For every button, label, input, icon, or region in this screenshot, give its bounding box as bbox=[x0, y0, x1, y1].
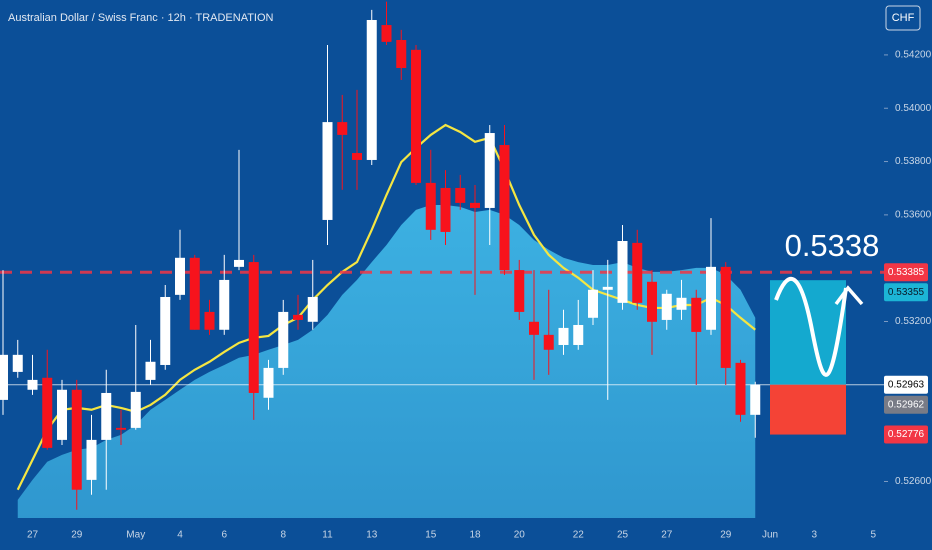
candle-body bbox=[455, 187, 466, 203]
candle-body bbox=[160, 296, 171, 365]
candle-body bbox=[248, 262, 259, 393]
candle-body bbox=[337, 122, 348, 135]
candle-body bbox=[234, 259, 244, 267]
candle-body bbox=[381, 25, 392, 42]
candle-body bbox=[116, 427, 126, 430]
y-tick-label: 0.53200 bbox=[895, 316, 932, 327]
candle-body bbox=[647, 281, 657, 322]
x-tick-label: 11 bbox=[322, 530, 333, 541]
candle-body bbox=[57, 389, 67, 440]
price-label-box bbox=[884, 283, 928, 302]
y-tick-label: 0.54000 bbox=[895, 103, 932, 114]
x-tick-label: 20 bbox=[514, 530, 526, 541]
x-tick-label: 8 bbox=[280, 530, 286, 541]
y-tick-label: 0.53600 bbox=[895, 210, 932, 221]
candle-body bbox=[352, 153, 362, 160]
x-tick-label: 3 bbox=[811, 530, 817, 541]
candle-body bbox=[293, 314, 303, 320]
candle-body bbox=[101, 392, 112, 440]
candle-body bbox=[12, 354, 23, 372]
candle-body bbox=[307, 296, 318, 322]
price-label: 0.52963 bbox=[888, 379, 925, 390]
candle-body bbox=[42, 377, 53, 448]
x-tick-label: 29 bbox=[720, 530, 732, 541]
candle-body bbox=[706, 266, 716, 330]
area bbox=[17, 205, 756, 518]
y-tick-label: 0.53800 bbox=[895, 156, 932, 167]
candle-body bbox=[735, 362, 746, 415]
target-zone bbox=[770, 280, 846, 385]
y-tick-label: 0.54200 bbox=[895, 50, 932, 61]
x-tick-label: 22 bbox=[573, 530, 585, 541]
x-tick-label: 29 bbox=[71, 530, 83, 541]
price-label-box bbox=[884, 425, 928, 444]
stop-zone bbox=[770, 384, 846, 435]
annotation: 0.5338 bbox=[785, 228, 880, 263]
x-tick-label: 13 bbox=[366, 530, 378, 541]
candle-body bbox=[219, 279, 230, 330]
candle-body bbox=[130, 391, 141, 428]
candle-body bbox=[71, 389, 82, 490]
candle-body bbox=[366, 19, 377, 160]
y-tick-label: 0.52600 bbox=[895, 476, 932, 487]
x-tick-label: 25 bbox=[617, 530, 629, 541]
chart-title: Australian Dollar / Swiss Franc · 12h · … bbox=[8, 12, 274, 24]
candle-body bbox=[543, 334, 554, 350]
x-tick-label: 27 bbox=[27, 530, 39, 541]
price-label: 0.52776 bbox=[888, 429, 925, 440]
currency-label[interactable]: CHF bbox=[892, 12, 915, 24]
candle-body bbox=[396, 39, 407, 68]
candle-body bbox=[691, 297, 702, 332]
candle-body bbox=[573, 324, 584, 345]
candle-body bbox=[263, 367, 274, 398]
candle-body bbox=[588, 289, 598, 318]
x-tick-label: 5 bbox=[870, 530, 876, 541]
candle-body bbox=[602, 286, 613, 290]
candle-body bbox=[499, 145, 510, 271]
currency-box[interactable] bbox=[885, 5, 921, 31]
candle-body bbox=[558, 327, 569, 345]
candle-body bbox=[661, 293, 672, 320]
x-tick-label: 18 bbox=[469, 530, 481, 541]
x-tick-label: Jun bbox=[762, 530, 778, 541]
candle-body bbox=[189, 257, 200, 330]
candle-body bbox=[632, 242, 643, 303]
price-label: 0.53385 bbox=[888, 267, 925, 278]
candle-body bbox=[484, 133, 495, 208]
candle-body bbox=[278, 311, 289, 368]
candle-body bbox=[0, 354, 8, 400]
candle-body bbox=[720, 266, 731, 368]
price-label-box bbox=[884, 375, 928, 394]
candle-body bbox=[529, 321, 539, 335]
price-label: 0.52962 bbox=[888, 399, 925, 410]
candle-body bbox=[750, 384, 761, 415]
forecast-curve bbox=[774, 277, 848, 377]
candle-body bbox=[411, 49, 421, 183]
candle-body bbox=[204, 311, 215, 330]
candle-body bbox=[322, 122, 333, 220]
candle-body bbox=[145, 361, 156, 380]
candle-body bbox=[470, 202, 480, 208]
x-tick-label: 4 bbox=[177, 530, 183, 541]
x-tick-label: 6 bbox=[221, 530, 227, 541]
candle-body bbox=[514, 270, 525, 312]
x-tick-label: May bbox=[126, 530, 145, 541]
x-tick-label: 27 bbox=[661, 530, 673, 541]
candle-body bbox=[425, 182, 436, 230]
price-label-box bbox=[884, 395, 928, 414]
candle-body bbox=[27, 379, 38, 390]
x-tick-label: 15 bbox=[425, 530, 437, 541]
candle-body bbox=[440, 187, 451, 232]
candle-body bbox=[676, 297, 687, 310]
price-label-box bbox=[884, 263, 928, 282]
candle-body bbox=[175, 257, 185, 295]
price-label: 0.53355 bbox=[888, 287, 925, 298]
candle-body bbox=[86, 439, 97, 480]
candle-body bbox=[617, 241, 628, 303]
forecast-arrow bbox=[834, 285, 864, 306]
